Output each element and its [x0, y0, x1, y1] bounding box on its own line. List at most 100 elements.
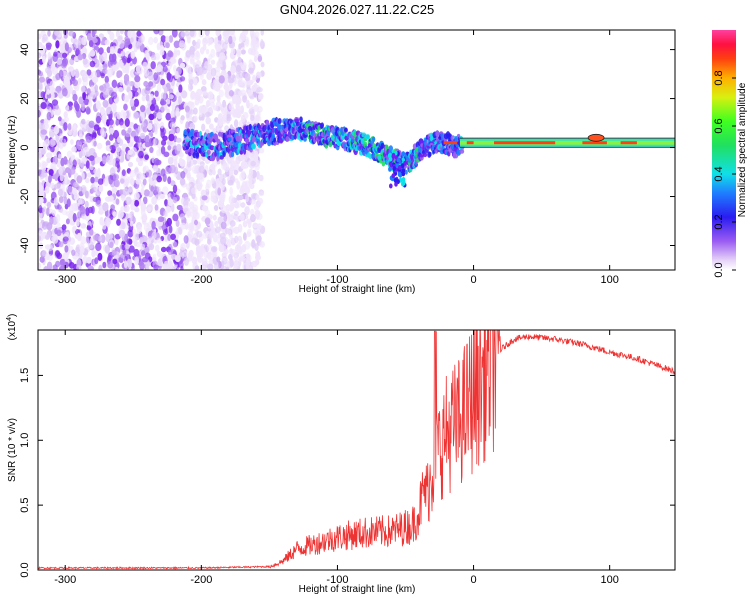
- spectrogram-line-peak: [494, 141, 556, 145]
- spectrogram-noise-blob: [140, 207, 146, 217]
- spectrogram-noise-blob: [248, 102, 254, 111]
- spectrogram-noise-blob: [142, 256, 149, 263]
- spectrogram-noise-blob: [63, 33, 68, 39]
- spectrogram-ridge-blob: [459, 149, 465, 154]
- spectrogram-ridge-blob: [388, 145, 393, 152]
- spectrogram-noise-blob: [82, 58, 88, 65]
- spectrogram-noise-blob: [135, 41, 141, 50]
- spectrogram-ridge-blob: [423, 152, 428, 158]
- spectrogram-noise-blob: [89, 228, 94, 236]
- spectrogram-noise-blob: [258, 174, 264, 182]
- spectrogram-noise-blob: [148, 36, 154, 46]
- spectrogram-noise-blob: [40, 102, 47, 110]
- spectrogram-noise-blob: [173, 196, 178, 204]
- spectrogram-noise-blob: [260, 30, 265, 36]
- spectrogram-noise-blob: [256, 250, 261, 259]
- spectrogram-noise-blob: [57, 204, 62, 210]
- spectrogram-noise-blob: [55, 214, 61, 223]
- spectrogram-noise-blob: [111, 249, 117, 256]
- spectrogram-noise-blob: [55, 40, 60, 49]
- snr-x-axis: -300 -200 -100 0 100: [54, 330, 619, 586]
- spectrogram-noise-blob: [160, 246, 167, 253]
- spectrogram-noise-blob: [157, 258, 164, 267]
- spectrogram-noise-blob: [135, 64, 141, 74]
- spectrogram-noise-blob: [58, 69, 64, 79]
- spectrogram-noise-blob: [39, 85, 43, 91]
- spectrogram-noise-blob: [46, 157, 51, 164]
- spectrogram-noise-blob: [102, 63, 108, 70]
- spectrogram-ridge-blob: [404, 169, 408, 175]
- spectrogram-noise-blob: [135, 179, 142, 185]
- spectrogram-noise-blob: [228, 35, 233, 45]
- spectrogram-noise-blob: [245, 194, 249, 203]
- spectrogram-noise-blob: [99, 106, 105, 116]
- spectrogram-noise-blob: [73, 39, 79, 48]
- spectrogram-noise-blob: [95, 186, 102, 196]
- spectrogram-noise-blob: [76, 175, 83, 184]
- spectrogram-noise-blob: [159, 44, 165, 52]
- spectrogram-noise-blob: [169, 122, 176, 129]
- spectrogram-noise-blob: [72, 159, 77, 168]
- spectrogram-noise-blob: [179, 76, 186, 82]
- spectrogram-noise-blob: [156, 112, 163, 119]
- spectrogram-noise-blob: [171, 30, 178, 38]
- spectrogram-noise-blob: [130, 215, 136, 224]
- spectrogram-noise-blob: [61, 224, 67, 231]
- spectrogram-ridge-blob: [372, 136, 376, 143]
- spectrogram-line-peak: [466, 141, 474, 145]
- spectrogram-noise-blob: [210, 67, 217, 77]
- spectrogram-ridge-blob: [403, 160, 407, 166]
- spectrogram-noise-blob: [164, 166, 171, 175]
- spectrogram-noise-blob: [129, 98, 135, 107]
- spectrogram-ridge-blob: [257, 123, 260, 129]
- spectrogram-ridge-blob: [388, 152, 392, 158]
- spectrogram-ridge-blob: [204, 144, 209, 151]
- spectrogram-noise-blob: [180, 222, 187, 230]
- spectrogram-ridge-blob: [389, 183, 393, 189]
- spectrogram-noise-blob: [59, 259, 66, 268]
- spectrogram-noise-blob: [227, 239, 232, 248]
- spectrogram-noise-blob: [197, 176, 203, 185]
- spectrogram-noise-blob: [116, 70, 123, 78]
- spectrogram-noise-blob: [93, 234, 100, 241]
- spectrogram-noise-blob: [188, 78, 194, 86]
- spectrogram-noise-blob: [93, 140, 97, 147]
- spectrogram-noise-blob: [189, 122, 196, 131]
- spectrogram-noise-blob: [104, 244, 111, 254]
- spectrogram-noise-blob: [170, 117, 176, 124]
- y-tick-label: 1.5: [19, 368, 31, 383]
- spectrogram-noise-blob: [174, 70, 179, 80]
- spectrogram-noise-blob: [133, 98, 140, 108]
- spectrogram-noise-blob: [228, 90, 234, 97]
- spectrogram-noise-blob: [51, 99, 59, 106]
- spectrogram-noise-blob: [128, 245, 135, 253]
- spectrogram-noise-blob: [236, 245, 243, 254]
- spectrogram-noise-blob: [76, 109, 82, 119]
- spectrogram-noise-blob: [38, 33, 42, 40]
- spectrogram-noise-blob: [40, 45, 46, 54]
- spectrogram-noise-blob: [173, 50, 178, 58]
- x-tick-label: 0: [470, 574, 476, 586]
- spectrogram-ridge-blob: [239, 150, 243, 155]
- spectrogram-noise-blob: [65, 104, 70, 111]
- spectrogram-noise-blob: [95, 115, 102, 124]
- spectrogram-noise-blob: [250, 160, 256, 167]
- spectrogram-noise-blob: [178, 157, 184, 165]
- spectrogram-noise-blob: [142, 165, 149, 173]
- spectrogram-noise-blob: [188, 71, 193, 80]
- spectrogram-noise-blob: [42, 55, 46, 64]
- spectrogram-ridge-blob: [391, 152, 396, 158]
- spectrogram-noise-blob: [179, 178, 186, 186]
- spectrogram-noise-blob: [101, 221, 107, 230]
- spectrogram-noise-blob: [104, 75, 110, 84]
- spectrogram-noise-blob: [163, 229, 169, 236]
- spectrogram-noise-blob: [114, 237, 119, 246]
- spectrogram-noise-blob: [142, 196, 148, 205]
- spectrogram-noise-blob: [85, 160, 90, 169]
- spectrogram-noise-blob: [68, 185, 73, 193]
- spectrogram-noise-blob: [38, 212, 43, 219]
- spectrogram-noise-blob: [72, 93, 78, 102]
- spectrogram-noise-blob: [144, 134, 150, 143]
- spectrogram-ridge-blob: [428, 151, 432, 157]
- spectrogram-noise-blob: [240, 184, 246, 194]
